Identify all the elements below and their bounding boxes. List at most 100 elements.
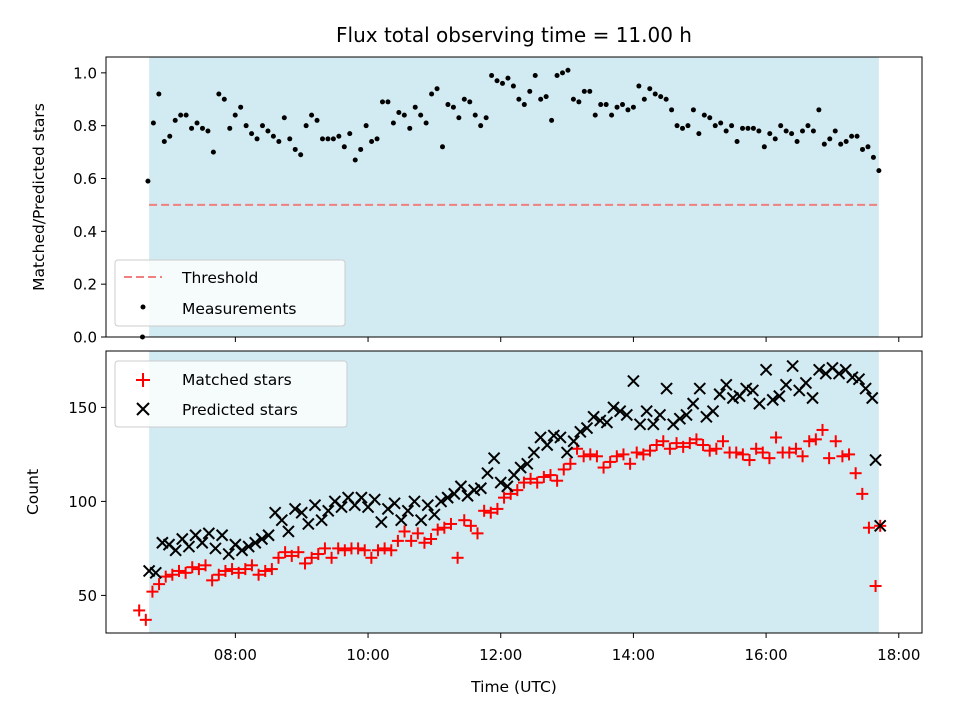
- measurement-point: [363, 123, 369, 129]
- top-axes-frame: [105, 56, 923, 338]
- matched-star-point: [372, 544, 384, 557]
- predicted-star-point: [587, 410, 600, 424]
- predicted-star-point: [322, 504, 335, 518]
- matched-star-point: [252, 568, 265, 581]
- measurement-point: [581, 88, 587, 94]
- predicted-star-point: [295, 506, 308, 519]
- measurement-point: [434, 86, 440, 92]
- measurement-point: [570, 96, 576, 102]
- matched-star-point: [511, 484, 524, 497]
- predicted-star-point: [441, 491, 454, 504]
- measurement-point: [472, 112, 478, 118]
- matched-star-point: [650, 439, 663, 451]
- predicted-star-point: [633, 418, 647, 431]
- matched-star-point: [478, 504, 491, 517]
- predicted-star-point: [481, 466, 494, 480]
- measurement-point: [238, 104, 244, 110]
- matched-star-point: [856, 487, 869, 500]
- measurement-point: [227, 125, 233, 131]
- measurement-point: [172, 117, 178, 123]
- bottom-legend: Matched stars Predicted stars: [114, 360, 348, 428]
- measurement-point: [549, 117, 555, 123]
- measurement-point: [478, 123, 484, 129]
- measurement-point: [461, 96, 467, 102]
- measurement-point: [690, 107, 696, 113]
- legend-threshold-label: Threshold: [181, 269, 258, 287]
- matched-star-point: [498, 491, 511, 504]
- measurement-point: [543, 94, 549, 100]
- matched-star-point: [557, 463, 570, 476]
- measurement-point: [439, 144, 445, 150]
- measurement-point: [696, 131, 702, 137]
- matched-star-point: [484, 506, 497, 519]
- matched-star-point: [398, 525, 411, 538]
- matched-star-point: [703, 444, 716, 457]
- matched-star-point: [670, 437, 683, 450]
- measurement-point: [390, 120, 396, 126]
- measurement-point: [538, 96, 544, 102]
- legend-measurement-swatch: [140, 304, 146, 310]
- measurement-point: [385, 99, 391, 105]
- predicted-star-point: [852, 372, 866, 386]
- matched-star-point: [159, 570, 172, 583]
- predicted-star-point: [428, 508, 441, 521]
- predicted-star-point: [766, 393, 779, 407]
- measurement-point: [500, 80, 506, 86]
- measurement-point: [783, 128, 789, 134]
- measurement-point: [729, 123, 735, 129]
- matched-star-point: [318, 542, 331, 555]
- matched-star-point: [683, 437, 696, 450]
- measurement-point: [805, 123, 811, 129]
- matched-star-point: [312, 548, 325, 561]
- matched-star-point: [716, 435, 729, 448]
- predicted-star-point: [869, 453, 882, 467]
- predicted-star-point: [255, 532, 269, 546]
- matched-star-point: [789, 442, 802, 455]
- x-tick-label: 14:00: [612, 646, 655, 664]
- matched-star-point: [657, 435, 670, 448]
- measurement-point: [865, 144, 871, 150]
- predicted-star-point: [759, 363, 773, 377]
- measurement-point: [740, 125, 746, 131]
- measurement-point: [418, 112, 424, 118]
- predicted-star-point: [693, 382, 706, 395]
- measurement-point: [276, 139, 282, 145]
- predicted-star-point: [242, 540, 255, 553]
- matched-star-point: [783, 446, 796, 459]
- matched-star-point: [391, 534, 404, 547]
- predicted-star-point: [395, 513, 408, 527]
- measurement-point: [292, 146, 298, 152]
- measurement-point: [794, 139, 800, 145]
- predicted-star-point: [873, 519, 887, 533]
- measurement-point: [789, 131, 795, 137]
- measurement-point: [554, 72, 560, 78]
- matched-star-point: [803, 435, 816, 448]
- measurement-point: [341, 144, 347, 150]
- matched-star-point: [299, 557, 312, 570]
- measurement-point: [183, 112, 189, 118]
- predicted-star-point: [494, 476, 507, 489]
- measurement-point: [259, 123, 265, 129]
- measurement-point: [167, 133, 173, 139]
- measurement-point: [494, 78, 500, 84]
- predicted-star-point: [302, 517, 315, 531]
- matched-star-point: [531, 476, 544, 489]
- matched-star-point: [730, 446, 743, 459]
- predicted-star-point: [421, 498, 434, 512]
- matched-star-point: [325, 551, 338, 564]
- predicted-star-point: [620, 408, 633, 422]
- measurement-point: [161, 139, 167, 145]
- predicted-star-point: [832, 367, 846, 380]
- measurement-point: [860, 146, 866, 152]
- top-y-tick-label: 0.6: [73, 170, 97, 188]
- predicted-star-point: [706, 404, 720, 418]
- measurement-point: [636, 83, 642, 89]
- predicted-star-point: [554, 431, 567, 444]
- predicted-star-point: [182, 540, 196, 553]
- measurement-point: [254, 136, 260, 142]
- predicted-star-point: [514, 461, 527, 474]
- measurement-point: [309, 112, 315, 118]
- bottom-y-axis-label: Count: [24, 469, 42, 515]
- top-y-tick-label: 0.4: [73, 223, 97, 241]
